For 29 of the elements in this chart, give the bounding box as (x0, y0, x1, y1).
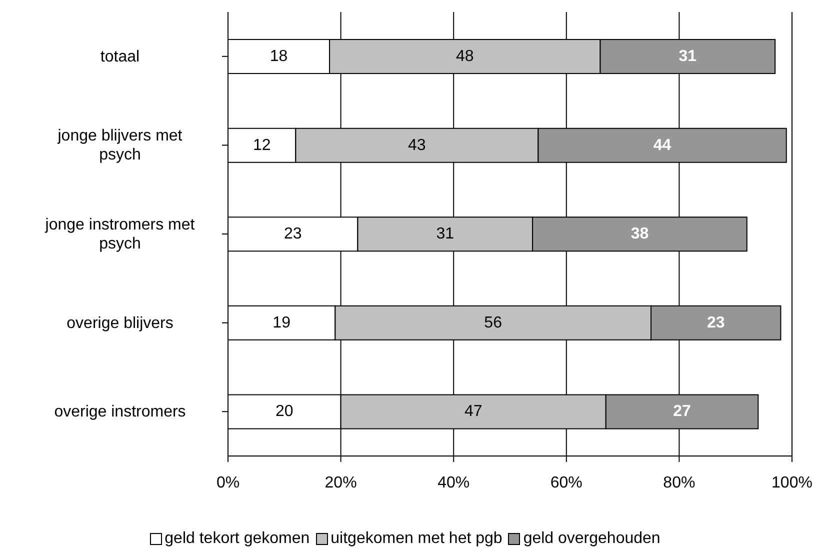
x-tick-label: 60% (550, 474, 582, 492)
x-tick-label: 40% (438, 474, 470, 492)
y-tick-label: overige instromers (54, 403, 186, 420)
data-label: 48 (456, 48, 474, 66)
data-label: 43 (408, 136, 426, 154)
y-tick-label: jonge blijvers met psych (56, 127, 183, 164)
data-label: 38 (630, 226, 649, 243)
data-label: 23 (284, 226, 302, 243)
data-label: 27 (673, 403, 692, 420)
legend-label: uitgekomen met het pgb (330, 530, 502, 548)
data-label: 23 (706, 314, 725, 332)
data-label: 20 (276, 403, 294, 420)
legend-label: geld tekort gekomen (164, 530, 310, 548)
data-label: 47 (464, 403, 482, 420)
data-label: 56 (484, 314, 502, 332)
y-tick-label: overige blijvers (66, 314, 174, 332)
x-tick-label: 80% (663, 474, 696, 492)
data-label: 18 (270, 48, 288, 66)
data-label: 44 (653, 136, 672, 154)
x-tick-label: 20% (324, 474, 357, 492)
data-label: 12 (252, 136, 271, 154)
data-label: 19 (272, 314, 291, 332)
x-tick-label: 0% (216, 474, 240, 492)
x-tick-label: 100% (772, 474, 812, 492)
legend-label: geld overgehouden (522, 530, 660, 548)
y-tick-label: jonge instromers met psych (44, 216, 196, 252)
data-label: 31 (436, 226, 454, 243)
y-tick-label: totaal (100, 48, 140, 65)
data-label: 31 (678, 48, 697, 66)
